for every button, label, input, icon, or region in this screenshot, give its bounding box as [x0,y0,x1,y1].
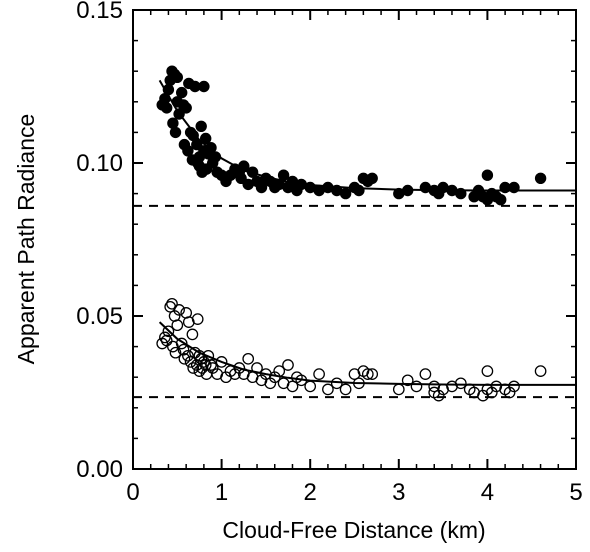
x-tick-label: 2 [304,479,317,506]
filled-data-point [191,138,203,151]
open-data-point [273,365,286,377]
filled-data-point [173,108,185,120]
open-data-point [215,356,228,368]
x-tick-label: 5 [569,479,582,506]
open-data-point [322,383,334,396]
filled-data-point [235,172,247,185]
open-data-point [186,328,199,341]
open-data-point [251,362,263,374]
filled-data-point [495,194,507,206]
filled-data-point [534,172,547,185]
x-tick-label: 1 [215,479,228,506]
open-data-point [330,377,343,390]
open-data-point [282,359,294,371]
open-data-point [166,297,178,310]
filled-data-point [366,172,378,185]
open-data-point [286,380,299,393]
data-points [156,65,547,402]
plot-frame [132,9,577,470]
y-tick-label: 0.10 [76,150,123,177]
filled-data-point [200,132,212,145]
x-tick-label: 4 [481,479,494,506]
filled-data-point [277,169,290,181]
filled-data-point [176,86,188,99]
y-tick-label: 0.15 [76,0,123,24]
open-data-point [481,365,494,377]
open-data-point [160,334,173,347]
axis-ticks: 0 1 2 3 4 5 0.00 0.05 0.10 0.15 [76,0,582,506]
open-data-point [508,380,520,393]
y-tick-label: 0.00 [76,456,123,483]
open-data-point [184,356,197,368]
open-data-point [295,374,308,387]
open-data-point [534,365,547,377]
filled-data-point [209,151,222,163]
open-data-point [193,365,206,377]
open-data-point [229,368,241,380]
filled-data-point [402,184,414,197]
filled-data-point [205,142,217,154]
filled-data-point [481,169,494,181]
open-data-point [187,362,200,374]
filled-data-point [182,145,194,157]
filled-data-point [455,187,467,200]
filled-data-point [255,181,268,194]
open-data-point [162,325,175,338]
open-data-point [268,371,281,384]
open-data-point [169,346,182,359]
x-tick-label: 3 [392,479,405,506]
open-data-point [410,380,423,393]
open-data-point [401,374,414,387]
open-data-point [361,368,374,380]
open-data-point [419,368,432,380]
open-data-point [242,352,255,365]
filled-data-point [171,71,184,84]
filled-data-point [169,126,182,139]
open-data-point [173,304,185,316]
open-data-point [392,383,405,396]
open-data-point [432,389,445,402]
filled-data-point [508,181,520,194]
filled-data-point [161,102,173,114]
filled-data-point [180,102,192,114]
filled-data-point [339,187,352,200]
fit-curves [158,79,576,386]
filled-data-point [162,83,175,96]
x-tick-label: 0 [126,479,139,506]
open-data-point [182,349,194,362]
open-data-point [304,380,317,393]
open-data-point [313,368,325,380]
open-data-point [171,319,184,332]
open-data-point [191,313,204,325]
open-data-point [177,343,190,356]
open-data-point [454,377,467,390]
open-data-point [175,337,188,350]
asymptote-lines [133,204,576,399]
filled-data-point [198,80,210,93]
x-axis-title: Cloud-Free Distance (km) [222,517,485,543]
open-data-point [503,386,516,399]
filled-data-point [246,166,259,178]
y-axis-title: Apparent Path Radiance [13,114,39,365]
filled-data-point [195,120,207,133]
open-data-point [366,368,379,380]
filled-data-point [238,160,250,172]
open-data-point [339,383,352,396]
open-data-point [353,377,365,390]
y-tick-label: 0.05 [76,303,123,330]
filled-data-point [353,184,365,197]
open-data-point [178,352,191,365]
